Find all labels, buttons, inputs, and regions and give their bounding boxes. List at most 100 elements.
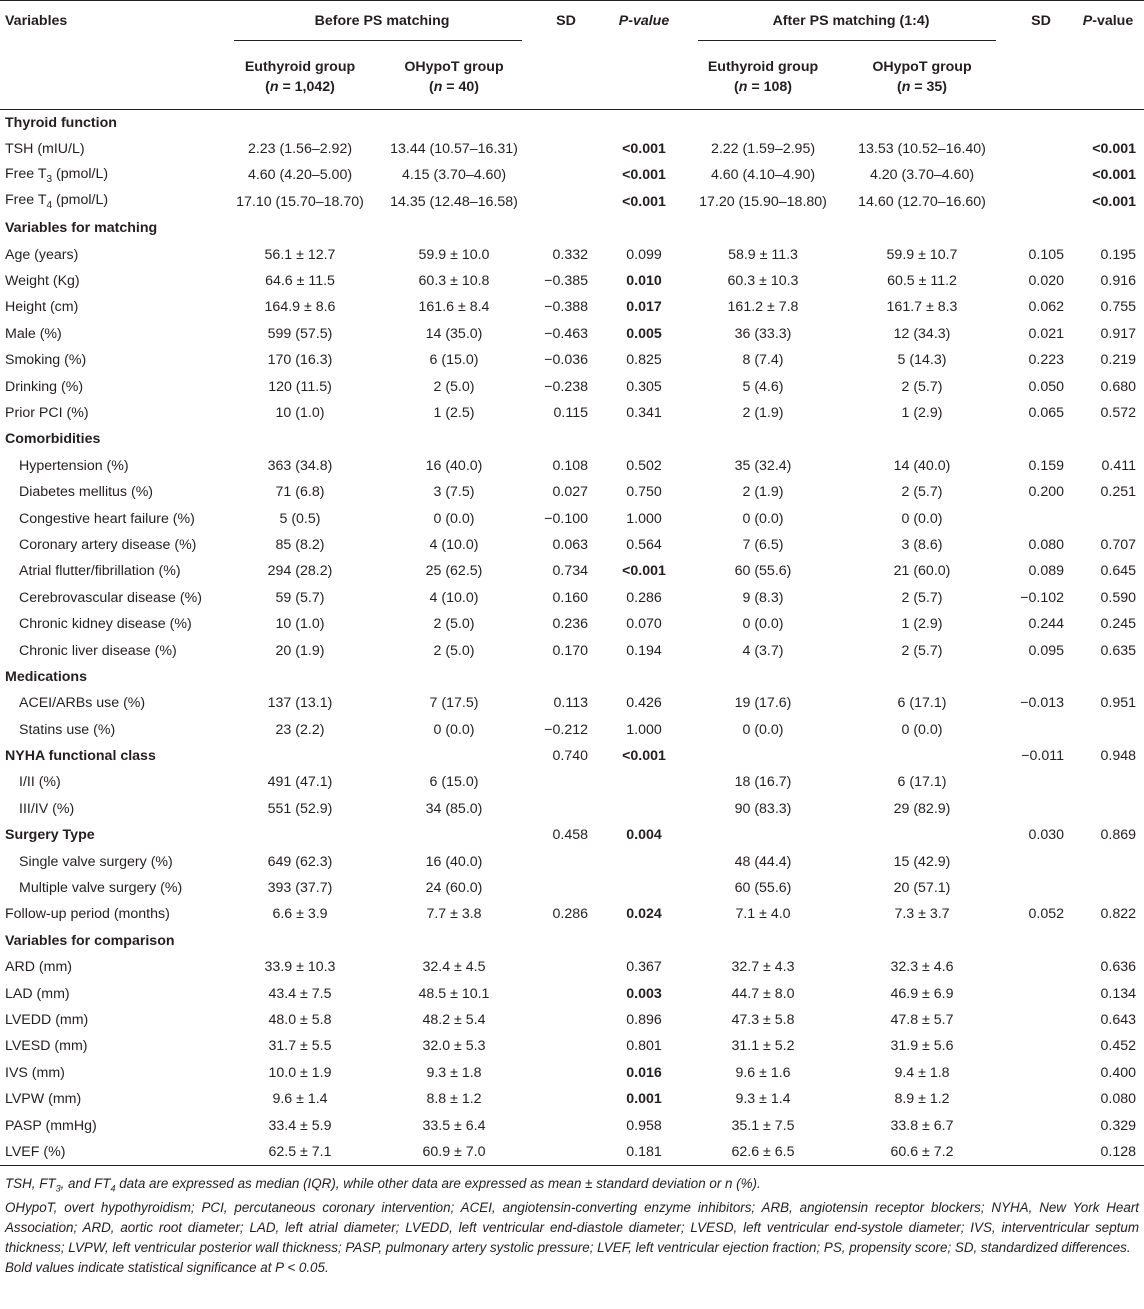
cell-before-pvalue: <0.001 bbox=[622, 563, 666, 580]
cell-after-ohypot: 161.7 ± 8.3 bbox=[886, 299, 958, 316]
cell-after-ohypot: 1 (2.9) bbox=[901, 404, 943, 421]
cell-after-sd: 0.050 bbox=[1028, 378, 1064, 395]
cell-after-sd: 0.200 bbox=[1028, 484, 1064, 501]
cell-after-ohypot: 13.53 (10.52–16.40) bbox=[858, 141, 986, 158]
table-row: Smoking (%) 170 (16.3) 6 (15.0) −0.036 0.825… bbox=[0, 347, 1144, 373]
cell-before-sd bbox=[536, 796, 596, 822]
cell-after-sd: 0.080 bbox=[1028, 536, 1064, 553]
table-row: Chronic liver disease (%) 20 (1.9) 2 (5.0)… bbox=[0, 637, 1144, 663]
cell-after-ohypot: 1 (2.9) bbox=[901, 616, 943, 633]
cell-before-pvalue: 0.099 bbox=[626, 246, 662, 263]
cell-before-euthyroid: 85 (8.2) bbox=[275, 536, 325, 553]
cell-before-euthyroid: 599 (57.5) bbox=[267, 325, 333, 342]
table-row: Congestive heart failure (%) 5 (0.5) 0 (0.… bbox=[0, 505, 1144, 531]
cell-after-euthyroid: 62.6 ± 6.5 bbox=[692, 1138, 834, 1166]
cell-after-pvalue: 0.572 bbox=[1100, 404, 1136, 421]
cell-before-sd: −0.212 bbox=[544, 721, 588, 738]
cell-before-pvalue: 0.016 bbox=[626, 1064, 662, 1081]
cell-after-ohypot: 33.8 ± 6.7 bbox=[890, 1117, 954, 1134]
cell-after-ohypot: 47.8 ± 5.7 bbox=[890, 1011, 954, 1028]
table-row: Diabetes mellitus (%) 71 (6.8) 3 (7.5) 0.02… bbox=[0, 479, 1144, 505]
cell-after-pvalue bbox=[1072, 110, 1144, 136]
table-row: LVEF (%) 62.5 ± 7.1 60.9 ± 7.0 0.181 62.6 ± … bbox=[0, 1138, 1144, 1166]
cell-after-ohypot: 20 (57.1) bbox=[893, 880, 951, 897]
cell-after-sd bbox=[1010, 954, 1072, 980]
cell-before-sd bbox=[536, 954, 596, 980]
cell-before-sd: 0.286 bbox=[552, 906, 588, 923]
cell-after-ohypot: 2 (5.7) bbox=[901, 589, 943, 606]
cell-after-euthyroid: 44.7 ± 8.0 bbox=[731, 985, 795, 1002]
cell-after-pvalue bbox=[1072, 928, 1144, 954]
cell-after-euthyroid: 0 (0.0) bbox=[742, 721, 784, 738]
table-row: PASP (mmHg) 33.4 ± 5.9 33.5 ± 6.4 0.958 35.1… bbox=[0, 1112, 1144, 1138]
row-label: LVESD (mm) bbox=[5, 1038, 88, 1055]
header-after-ps: After PS matching (1:4) bbox=[692, 0, 1010, 41]
cell-before-ohypot: 3 (7.5) bbox=[433, 484, 475, 501]
cell-after-sd: 0.089 bbox=[1028, 563, 1064, 580]
cell-after-ohypot: 4.20 (3.70–4.60) bbox=[869, 167, 975, 184]
cell-after-euthyroid: 5 (4.6) bbox=[742, 378, 784, 395]
cell-before-pvalue: 0.024 bbox=[626, 906, 662, 923]
cell-before-ohypot: 2 (5.0) bbox=[433, 378, 475, 395]
cell-before-pvalue bbox=[596, 769, 692, 795]
cell-after-ohypot: 14.60 (12.70–16.60) bbox=[858, 193, 986, 210]
cell-after-sd: 0.065 bbox=[1028, 404, 1064, 421]
table-row: Weight (Kg) 64.6 ± 11.5 60.3 ± 10.8 −0.385 0… bbox=[0, 268, 1144, 294]
table-footnotes: TSH, FT3, and FT4 data are expressed as … bbox=[0, 1166, 1144, 1279]
cell-before-euthyroid: 551 (52.9) bbox=[267, 800, 333, 817]
section-label: Comorbidities bbox=[5, 431, 101, 448]
header-n-after-euthyroid: (n = 108) bbox=[692, 75, 834, 110]
cell-before-pvalue: <0.001 bbox=[622, 167, 666, 184]
cell-after-pvalue: 0.134 bbox=[1100, 985, 1136, 1002]
table-row: Male (%) 599 (57.5) 14 (35.0) −0.463 0.005 36… bbox=[0, 321, 1144, 347]
section-label: Surgery Type bbox=[5, 827, 95, 844]
cell-before-pvalue bbox=[596, 848, 692, 874]
cell-after-pvalue: 0.128 bbox=[1072, 1138, 1144, 1166]
row-label: Weight (Kg) bbox=[5, 273, 80, 290]
cell-after-sd bbox=[1010, 505, 1072, 531]
cell-after-euthyroid: 7.1 ± 4.0 bbox=[735, 906, 791, 923]
cell-before-pvalue: 0.017 bbox=[626, 299, 662, 316]
row-label: LVEF (%) bbox=[0, 1138, 228, 1166]
cell-before-sd: 0.734 bbox=[552, 563, 588, 580]
row-label: ACEI/ARBs use (%) bbox=[19, 695, 146, 712]
cell-after-pvalue: 0.707 bbox=[1100, 536, 1136, 553]
section-label: Medications bbox=[5, 668, 87, 685]
cell-before-sd: −0.385 bbox=[544, 273, 588, 290]
cell-after-sd bbox=[1010, 769, 1072, 795]
cell-before-euthyroid: 170 (16.3) bbox=[267, 352, 333, 369]
cell-before-ohypot: 33.5 ± 6.4 bbox=[422, 1117, 486, 1134]
header-ohypot-before: OHypoT group bbox=[404, 59, 504, 75]
cell-after-euthyroid: 9.6 ± 1.6 bbox=[735, 1064, 791, 1081]
cell-before-sd: 0.108 bbox=[552, 457, 588, 474]
cell-after-ohypot: 2 (5.7) bbox=[901, 642, 943, 659]
cell-before-euthyroid: 164.9 ± 8.6 bbox=[264, 299, 336, 316]
cell-before-pvalue: 0.286 bbox=[626, 589, 662, 606]
section-row: NYHA functional class 0.740 <0.001 −0.011 0.… bbox=[0, 743, 1144, 769]
cell-after-euthyroid: 60 (55.6) bbox=[734, 880, 792, 897]
table-row: LVESD (mm) 31.7 ± 5.5 32.0 ± 5.3 0.801 31.1 … bbox=[0, 1033, 1144, 1059]
header-ohypot-after: OHypoT group bbox=[872, 59, 972, 75]
cell-after-euthyroid bbox=[692, 664, 834, 690]
cell-before-euthyroid: 33.9 ± 10.3 bbox=[264, 959, 336, 976]
row-label: III/IV (%) bbox=[19, 800, 75, 817]
cell-before-euthyroid: 294 (28.2) bbox=[267, 563, 333, 580]
cell-after-ohypot bbox=[834, 664, 1010, 690]
table-row: Follow-up period (months) 6.6 ± 3.9 7.7 ± … bbox=[0, 901, 1144, 927]
cell-before-euthyroid: 10 (1.0) bbox=[275, 404, 325, 421]
cell-after-ohypot: 31.9 ± 5.6 bbox=[890, 1038, 954, 1055]
cell-before-pvalue: 0.010 bbox=[626, 273, 662, 290]
cell-after-ohypot: 46.9 ± 6.9 bbox=[890, 985, 954, 1002]
cell-before-euthyroid: 137 (13.1) bbox=[267, 695, 333, 712]
cell-after-euthyroid: 60 (55.6) bbox=[734, 563, 792, 580]
cell-before-euthyroid bbox=[228, 928, 372, 954]
cell-before-ohypot: 0 (0.0) bbox=[433, 510, 475, 527]
cell-before-ohypot bbox=[372, 110, 536, 136]
cell-before-euthyroid bbox=[228, 110, 372, 136]
cell-before-euthyroid: 20 (1.9) bbox=[275, 642, 325, 659]
cell-after-sd: 0.020 bbox=[1028, 273, 1064, 290]
cell-before-sd bbox=[536, 1138, 596, 1166]
cell-before-euthyroid: 56.1 ± 12.7 bbox=[264, 246, 336, 263]
cell-after-sd bbox=[1010, 1007, 1072, 1033]
cell-before-euthyroid bbox=[228, 822, 372, 848]
